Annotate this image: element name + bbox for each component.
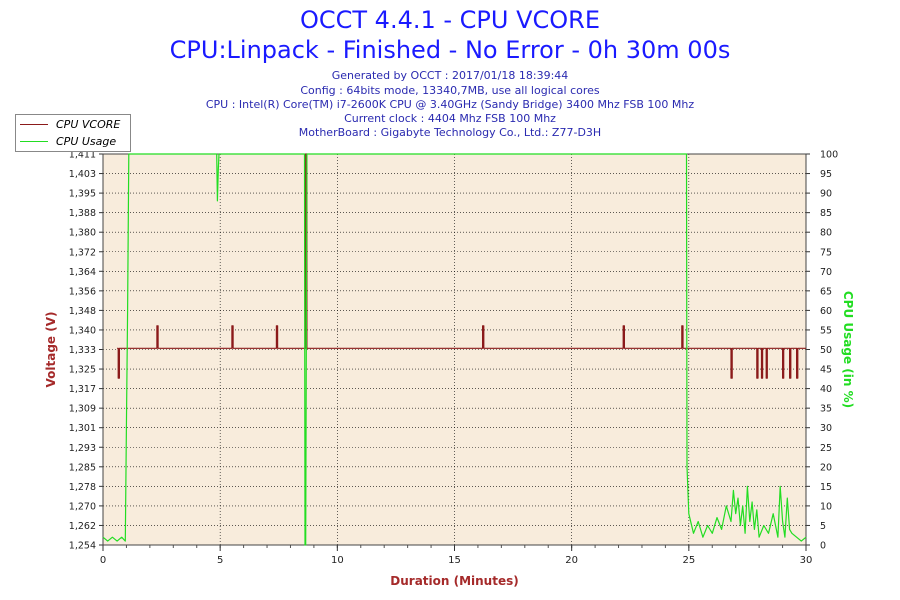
x-tick-label: 25 [682,555,695,566]
y-left-tick-label: 1,380 [69,228,96,239]
y-left-tick-label: 1,411 [69,150,96,161]
x-axis-label: Duration (Minutes) [390,574,518,588]
x-tick-label: 10 [331,555,344,566]
y-right-tick-label: 10 [820,501,832,512]
legend-swatch-usage [20,140,48,142]
y-left-tick-label: 1,356 [69,286,96,297]
y-left-tick-label: 1,388 [69,208,96,219]
chart-subtitle: CPU:Linpack - Finished - No Error - 0h 3… [169,36,731,64]
info-cpu: CPU : Intel(R) Core(TM) i7-2600K CPU @ 3… [205,98,695,111]
x-tick-label: 5 [217,555,223,566]
legend-item-vcore: CPU VCORE [20,117,120,131]
y-right-tick-label: 50 [820,345,832,356]
y-right-axis-label: CPU Usage (in %) [841,291,855,408]
y-right-tick-label: 85 [820,208,832,219]
y-right-tick-label: 55 [820,325,832,336]
y-left-tick-label: 1,278 [69,482,96,493]
y-left-tick-label: 1,395 [69,189,96,200]
x-tick-label: 15 [448,555,461,566]
y-right-tick-label: 0 [820,541,826,552]
y-right-tick-label: 20 [820,462,832,473]
y-right-tick-label: 65 [820,286,832,297]
y-right-tick-label: 40 [820,384,832,395]
y-left-tick-label: 1,262 [69,521,96,532]
legend-swatch-vcore [20,123,48,125]
y-left-tick-label: 1,348 [69,306,96,317]
y-left-tick-label: 1,309 [69,404,96,415]
y-left-tick-label: 1,293 [69,443,96,454]
y-left-tick-label: 1,325 [69,365,96,376]
y-right-tick-label: 80 [820,228,832,239]
x-tick-label: 20 [565,555,578,566]
info-clock: Current clock : 4404 Mhz FSB 100 Mhz [344,112,556,125]
y-left-tick-label: 1,317 [69,384,96,395]
y-right-tick-label: 5 [820,521,826,532]
legend-label-usage: CPU Usage [56,134,117,148]
series-line-vcore [117,153,806,379]
y-left-tick-label: 1,301 [69,423,96,434]
y-right-tick-label: 15 [820,482,832,493]
y-left-tick-label: 1,403 [69,169,96,180]
y-left-axis-label: Voltage (V) [44,312,58,388]
y-right-tick-label: 30 [820,423,832,434]
y-left-tick-label: 1,270 [69,501,96,512]
y-left-tick-label: 1,340 [69,325,96,336]
chart-title: OCCT 4.4.1 - CPU VCORE [299,6,600,34]
y-right-tick-label: 95 [820,169,832,180]
legend-item-usage: CPU Usage [20,134,116,148]
y-right-tick-label: 70 [820,267,832,278]
y-left-tick-label: 1,364 [69,267,96,278]
y-right-tick-label: 100 [820,150,838,161]
y-right-tick-label: 90 [820,189,832,200]
legend: CPU VCORE CPU Usage [15,114,131,152]
y-left-tick-label: 1,372 [69,247,96,258]
y-right-tick-label: 35 [820,404,832,415]
series-line-usage [102,153,807,546]
info-motherboard: MotherBoard : Gigabyte Technology Co., L… [298,126,602,139]
y-right-tick-label: 75 [820,247,832,258]
x-tick-label: 0 [100,555,106,566]
y-left-tick-label: 1,285 [69,462,96,473]
y-right-tick-label: 60 [820,306,832,317]
x-tick-label: 30 [800,555,813,566]
y-right-tick-label: 25 [820,443,832,454]
info-config: Config : 64bits mode, 13340,7MB, use all… [300,84,600,97]
y-left-tick-label: 1,254 [69,541,96,552]
y-left-tick-label: 1,333 [69,345,96,356]
y-right-tick-label: 45 [820,365,832,376]
info-generated: Generated by OCCT : 2017/01/18 18:39:44 [331,69,569,82]
legend-label-vcore: CPU VCORE [56,117,121,131]
